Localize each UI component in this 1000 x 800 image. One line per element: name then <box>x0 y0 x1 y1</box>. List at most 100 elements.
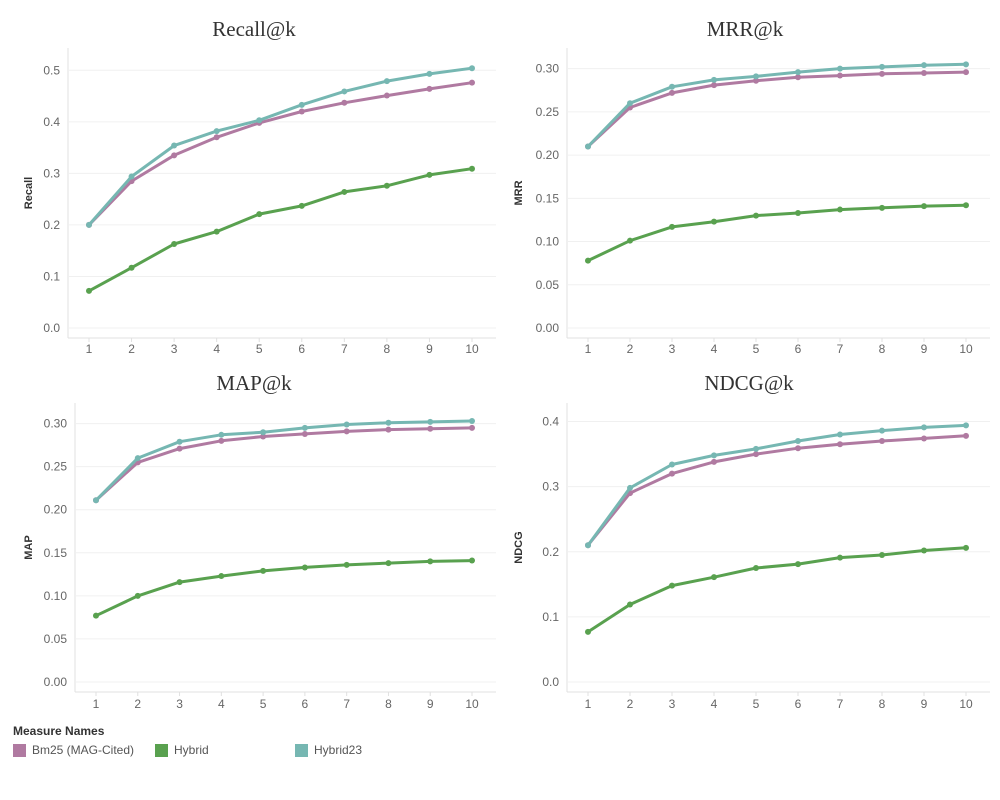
mrr-point-hybrid23[interactable] <box>669 83 675 90</box>
recall-point-bm25[interactable] <box>341 99 348 106</box>
ndcg-point-bm25[interactable] <box>963 432 969 439</box>
ndcg-point-hybrid23[interactable] <box>837 431 843 438</box>
ndcg-point-hybrid[interactable] <box>585 628 591 635</box>
mrr-point-hybrid[interactable] <box>879 204 885 211</box>
ndcg-point-hybrid23[interactable] <box>669 461 675 468</box>
ndcg-point-bm25[interactable] <box>711 458 717 465</box>
map-point-hybrid[interactable] <box>218 573 225 580</box>
recall-point-hybrid23[interactable] <box>171 142 178 149</box>
mrr-point-hybrid[interactable] <box>627 237 633 244</box>
mrr-point-hybrid[interactable] <box>795 210 801 217</box>
map-point-bm25[interactable] <box>218 437 225 444</box>
recall-point-hybrid[interactable] <box>213 228 220 235</box>
mrr-point-hybrid23[interactable] <box>585 143 591 150</box>
ndcg-point-bm25[interactable] <box>837 441 843 448</box>
recall-point-hybrid[interactable] <box>171 240 178 247</box>
map-point-bm25[interactable] <box>260 433 267 440</box>
map-point-bm25[interactable] <box>427 425 434 432</box>
legend-item-hybrid23[interactable]: Hybrid23 <box>295 742 362 758</box>
map-point-hybrid23[interactable] <box>93 497 99 504</box>
recall-point-hybrid[interactable] <box>298 202 305 209</box>
recall-point-bm25[interactable] <box>298 108 305 115</box>
map-point-hybrid[interactable] <box>343 561 350 568</box>
mrr-point-hybrid23[interactable] <box>795 69 801 76</box>
ndcg-point-hybrid23[interactable] <box>795 438 801 445</box>
ndcg-point-hybrid23[interactable] <box>921 424 927 431</box>
map-point-hybrid[interactable] <box>469 557 475 564</box>
map-point-hybrid[interactable] <box>260 567 267 574</box>
ndcg-point-hybrid[interactable] <box>795 561 801 568</box>
ndcg-point-hybrid23[interactable] <box>711 452 717 459</box>
mrr-point-bm25[interactable] <box>795 74 801 81</box>
recall-point-bm25[interactable] <box>426 85 433 92</box>
ndcg-point-bm25[interactable] <box>879 438 885 445</box>
mrr-point-bm25[interactable] <box>921 69 927 76</box>
map-point-bm25[interactable] <box>176 445 183 452</box>
map-point-hybrid23[interactable] <box>301 424 308 431</box>
recall-point-hybrid23[interactable] <box>426 70 433 77</box>
ndcg-point-bm25[interactable] <box>753 451 759 458</box>
map-point-hybrid23[interactable] <box>176 438 183 445</box>
map-point-hybrid23[interactable] <box>218 431 225 438</box>
ndcg-point-hybrid[interactable] <box>921 547 927 554</box>
recall-point-hybrid[interactable] <box>426 171 433 178</box>
mrr-point-hybrid23[interactable] <box>837 65 843 72</box>
mrr-point-hybrid[interactable] <box>921 203 927 210</box>
map-point-hybrid23[interactable] <box>134 455 141 462</box>
mrr-point-bm25[interactable] <box>669 89 675 96</box>
map-point-bm25[interactable] <box>301 430 308 437</box>
recall-point-hybrid[interactable] <box>383 182 390 189</box>
ndcg-point-hybrid23[interactable] <box>585 542 591 549</box>
recall-point-bm25[interactable] <box>383 92 390 99</box>
map-point-hybrid23[interactable] <box>260 429 267 436</box>
mrr-point-hybrid23[interactable] <box>921 62 927 69</box>
ndcg-point-hybrid[interactable] <box>753 565 759 572</box>
mrr-point-hybrid[interactable] <box>963 202 969 209</box>
ndcg-point-hybrid[interactable] <box>669 582 675 589</box>
ndcg-point-bm25[interactable] <box>669 470 675 477</box>
mrr-point-hybrid[interactable] <box>669 223 675 230</box>
ndcg-point-hybrid23[interactable] <box>753 445 759 452</box>
mrr-point-bm25[interactable] <box>963 69 969 76</box>
mrr-point-hybrid23[interactable] <box>711 76 717 83</box>
recall-point-hybrid[interactable] <box>341 188 348 195</box>
ndcg-point-hybrid[interactable] <box>963 544 969 551</box>
ndcg-point-bm25[interactable] <box>795 445 801 452</box>
map-point-hybrid23[interactable] <box>385 419 392 426</box>
recall-point-bm25[interactable] <box>469 79 475 86</box>
recall-point-hybrid23[interactable] <box>341 88 348 95</box>
mrr-point-hybrid[interactable] <box>753 212 759 219</box>
ndcg-point-bm25[interactable] <box>921 435 927 442</box>
recall-point-hybrid23[interactable] <box>213 128 220 135</box>
mrr-point-bm25[interactable] <box>711 82 717 89</box>
legend-item-hybrid[interactable]: Hybrid <box>155 742 209 758</box>
ndcg-point-hybrid[interactable] <box>837 554 843 561</box>
ndcg-point-hybrid[interactable] <box>627 601 633 608</box>
recall-point-hybrid23[interactable] <box>298 101 305 108</box>
mrr-point-bm25[interactable] <box>879 70 885 77</box>
recall-point-hybrid[interactable] <box>256 211 263 218</box>
ndcg-point-hybrid[interactable] <box>879 552 885 559</box>
map-point-bm25[interactable] <box>343 428 350 435</box>
recall-point-hybrid23[interactable] <box>128 173 135 180</box>
mrr-point-hybrid23[interactable] <box>627 100 633 107</box>
mrr-point-hybrid23[interactable] <box>963 61 969 68</box>
recall-point-bm25[interactable] <box>213 134 220 141</box>
mrr-point-bm25[interactable] <box>837 72 843 79</box>
mrr-point-bm25[interactable] <box>753 77 759 84</box>
map-point-hybrid23[interactable] <box>469 418 475 425</box>
recall-point-hybrid23[interactable] <box>469 65 475 72</box>
map-point-bm25[interactable] <box>385 426 392 433</box>
recall-point-hybrid23[interactable] <box>383 78 390 85</box>
recall-point-hybrid[interactable] <box>86 287 92 294</box>
ndcg-point-hybrid[interactable] <box>711 574 717 581</box>
mrr-point-hybrid[interactable] <box>837 206 843 213</box>
ndcg-point-hybrid23[interactable] <box>879 427 885 434</box>
map-point-hybrid[interactable] <box>176 579 183 586</box>
map-point-hybrid[interactable] <box>385 560 392 567</box>
recall-point-hybrid[interactable] <box>469 165 475 172</box>
mrr-point-hybrid23[interactable] <box>753 73 759 80</box>
map-point-hybrid[interactable] <box>427 558 434 565</box>
mrr-point-hybrid[interactable] <box>711 218 717 225</box>
map-point-hybrid[interactable] <box>93 612 99 619</box>
